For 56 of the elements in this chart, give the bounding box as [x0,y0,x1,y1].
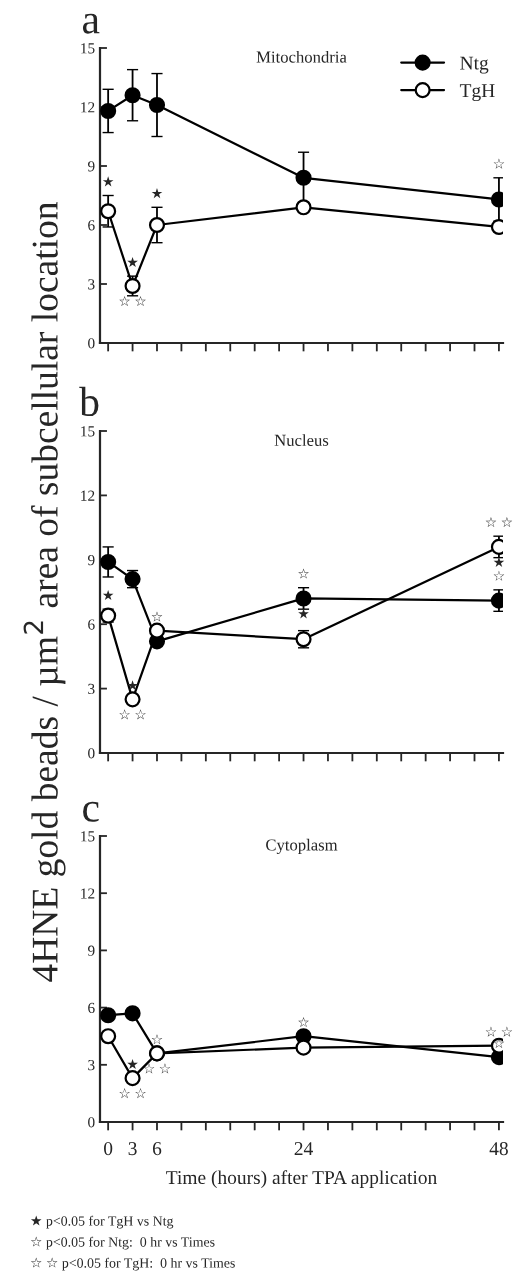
y-tick-label: 0 [88,1117,95,1128]
x-tick-label: 48 [489,1142,508,1156]
x-axis-title: Time (hours) after TPA application [166,1170,437,1189]
x-tick-label: 24 [294,1142,313,1155]
annotation: ☆ ☆ [119,295,146,307]
annotation: ☆ ☆ [119,709,146,720]
y-tick-label: 15 [81,426,95,437]
chart-subtitle: Mitochondria [256,50,347,63]
y-tick-label: 12 [81,490,95,501]
y-tick-label: 9 [87,161,95,172]
annotation: ☆ ☆ [119,1088,146,1099]
annotation: ☆ [493,158,505,169]
y-tick-label: 15 [81,831,95,842]
annotation: ★ [127,256,138,268]
x-tick-label: 3 [128,1142,137,1156]
chart-title: a [82,13,100,34]
annotation: ★ [102,176,114,187]
y-axis-title: 4HNE gold beads / µm$^{2}$ area of subcellular location [23,202,66,982]
annotation: ☆ [151,611,163,622]
legend-label: Ntg [460,56,489,74]
annotation: ★ [127,1058,138,1070]
annotation: ☆ ☆ [143,1063,171,1074]
annotation: ★ [493,556,505,567]
x-tick-label: 0 [104,1142,113,1156]
text: ★ p<0.05 for TgH vs Ntg [30,1215,174,1229]
y-tick-label: 12 [81,888,95,899]
annotation: ☆ ☆ [485,516,513,528]
y-tick-label: 15 [81,43,95,54]
annotation: ☆ [493,570,505,581]
y-tick-label: 12 [81,102,95,113]
annotation: ★ [151,188,163,199]
y-tick-label: 3 [88,683,95,695]
y-tick-label: 0 [88,748,95,759]
text: ☆ ☆ p<0.05 for TgH: 0 hr vs Times [30,1257,235,1271]
y-tick-label: 6 [88,619,95,630]
y-tick-label: 6 [88,220,95,231]
y-tick-label: 3 [88,279,95,290]
annotation: ☆ [298,568,309,579]
y-tick-label: 3 [88,1059,95,1071]
legend-label: TgH [459,84,495,102]
annotation: ★ [298,608,309,619]
chart-subtitle: Cytoplasm [266,838,338,855]
y-tick-label: 9 [87,554,95,566]
y-tick-label: 0 [88,338,95,349]
text: ☆ p<0.05 for Ntg: 0 hr vs Times [30,1236,215,1250]
annotation: ☆ [493,1037,505,1049]
chart-title: b [79,386,99,417]
chart-title: c [83,801,99,822]
annotation: ☆ [151,1034,163,1045]
x-tick-label: 6 [152,1142,162,1156]
annotation: ★ [102,589,114,601]
y-tick-label: 6 [88,1002,95,1014]
y-tick-label: 9 [87,945,95,956]
chart-subtitle: Nucleus [274,434,329,446]
annotation: ☆ [298,1017,309,1028]
annotation: ☆ ☆ [485,1026,513,1037]
